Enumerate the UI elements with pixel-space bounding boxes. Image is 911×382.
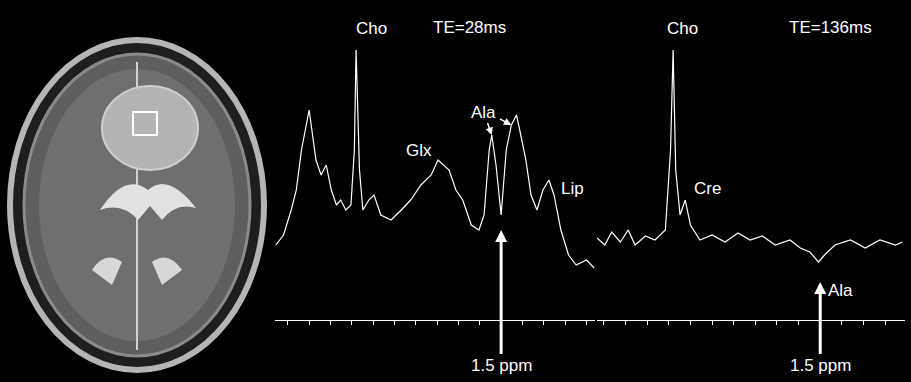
- svg-text:Cho: Cho: [667, 19, 698, 38]
- svg-text:1.5 ppm: 1.5 ppm: [790, 356, 851, 375]
- svg-text:TE=28ms: TE=28ms: [433, 18, 506, 37]
- svg-text:1.5 ppm: 1.5 ppm: [471, 356, 532, 375]
- svg-text:Lip: Lip: [561, 179, 584, 198]
- svg-text:Glx: Glx: [406, 141, 432, 160]
- svg-text:TE=136ms: TE=136ms: [789, 18, 872, 37]
- svg-text:Ala: Ala: [471, 103, 496, 122]
- svg-text:Ala: Ala: [828, 281, 853, 300]
- svg-text:Cre: Cre: [694, 179, 721, 198]
- svg-text:Cho: Cho: [356, 19, 387, 38]
